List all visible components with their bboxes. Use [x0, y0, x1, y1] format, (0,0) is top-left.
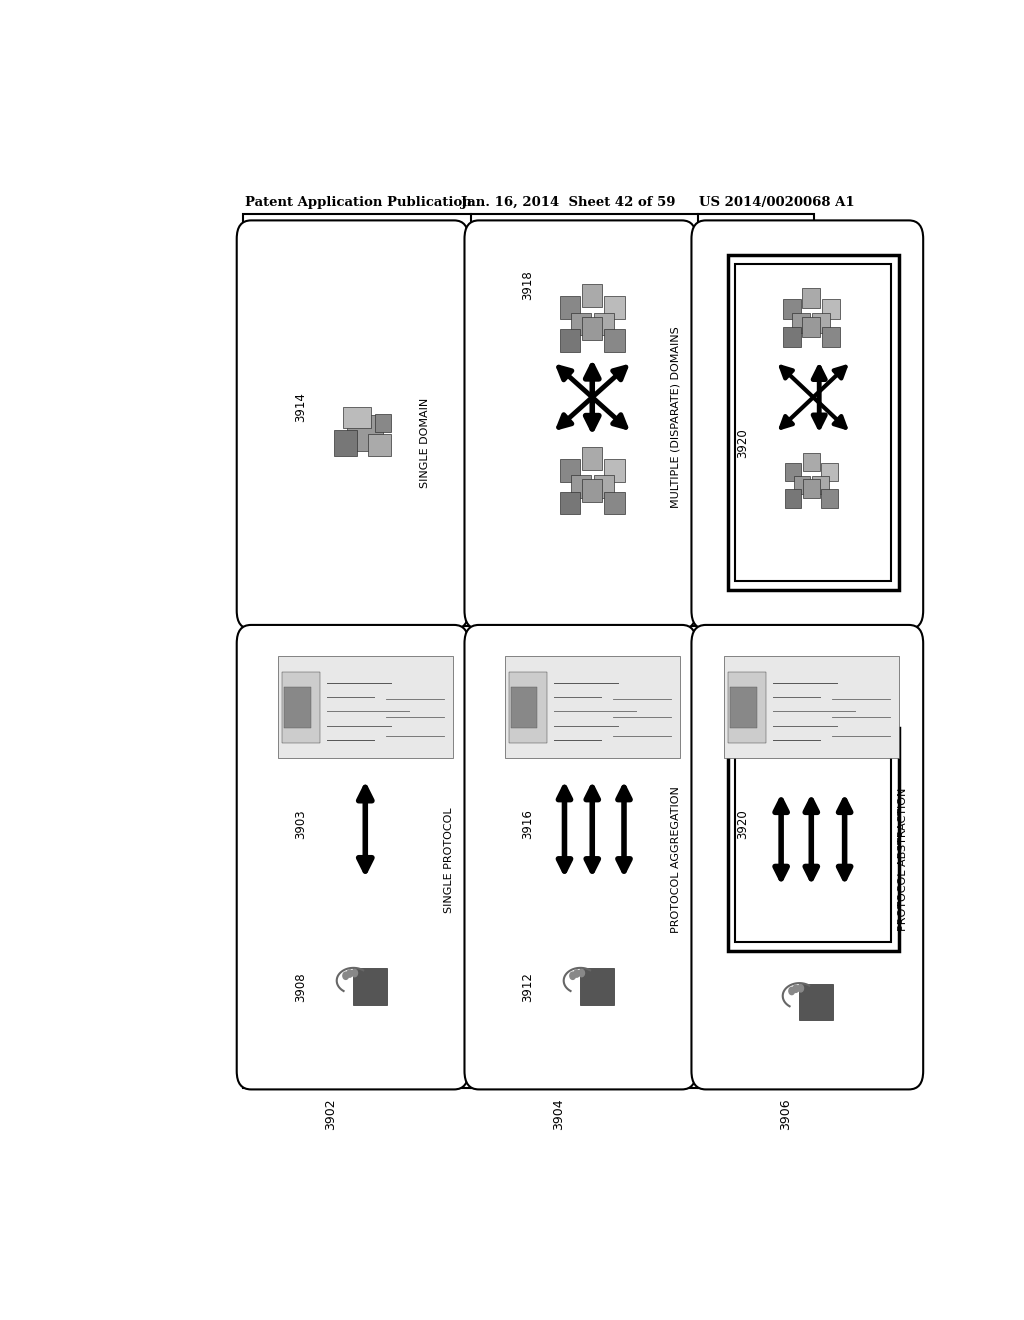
- Bar: [812, 477, 828, 495]
- Bar: [735, 737, 892, 942]
- Bar: [594, 475, 613, 498]
- Bar: [604, 297, 625, 319]
- Text: SINGLE DOMAIN: SINGLE DOMAIN: [420, 397, 430, 488]
- Circle shape: [569, 972, 575, 979]
- Bar: [803, 453, 819, 471]
- Bar: [604, 459, 625, 482]
- FancyBboxPatch shape: [465, 624, 696, 1089]
- Bar: [582, 479, 602, 502]
- Bar: [803, 317, 820, 337]
- Text: 3906: 3906: [778, 1098, 792, 1130]
- Bar: [793, 313, 810, 333]
- Bar: [570, 475, 591, 498]
- Bar: [785, 490, 802, 508]
- Text: 3910: 3910: [425, 697, 438, 727]
- Bar: [724, 656, 899, 758]
- Bar: [582, 317, 602, 339]
- Bar: [812, 313, 830, 333]
- Bar: [505, 656, 680, 758]
- Bar: [560, 459, 581, 482]
- Bar: [785, 463, 802, 482]
- Bar: [821, 490, 838, 508]
- Text: US 2014/0020068 A1: US 2014/0020068 A1: [699, 195, 855, 209]
- Bar: [570, 313, 591, 335]
- Bar: [735, 264, 892, 581]
- Bar: [560, 491, 581, 515]
- Text: 3918: 3918: [521, 271, 534, 301]
- Bar: [509, 672, 548, 743]
- Bar: [369, 434, 391, 457]
- Circle shape: [579, 969, 585, 977]
- Text: FIG. 39: FIG. 39: [839, 719, 906, 737]
- Bar: [604, 491, 625, 515]
- Bar: [794, 477, 810, 495]
- FancyBboxPatch shape: [237, 220, 468, 630]
- Bar: [728, 255, 899, 590]
- Text: 3903: 3903: [294, 809, 307, 840]
- Circle shape: [347, 970, 352, 977]
- Bar: [343, 408, 372, 428]
- Bar: [375, 413, 391, 432]
- Bar: [285, 686, 310, 727]
- Bar: [800, 983, 833, 1020]
- Text: 3912: 3912: [521, 972, 534, 1002]
- Bar: [582, 284, 602, 308]
- Bar: [822, 327, 840, 347]
- Bar: [511, 686, 538, 727]
- Text: MULTIPLE (DISPARATE) DOMAINS: MULTIPLE (DISPARATE) DOMAINS: [671, 327, 681, 508]
- Bar: [353, 969, 387, 1005]
- Circle shape: [788, 987, 795, 995]
- Bar: [282, 672, 321, 743]
- Text: 3914: 3914: [294, 392, 307, 422]
- Bar: [783, 298, 801, 319]
- Circle shape: [798, 985, 804, 991]
- Text: 3908: 3908: [294, 972, 307, 1002]
- FancyBboxPatch shape: [465, 220, 696, 630]
- Text: Patent Application Publication: Patent Application Publication: [246, 195, 472, 209]
- Bar: [278, 656, 453, 758]
- Bar: [783, 327, 801, 347]
- Bar: [821, 463, 838, 482]
- Bar: [728, 672, 766, 743]
- Circle shape: [573, 970, 580, 977]
- Bar: [730, 686, 757, 727]
- Text: 3916: 3916: [521, 809, 534, 840]
- Text: PROTOCOL ABSTRACTION: PROTOCOL ABSTRACTION: [898, 788, 907, 932]
- Text: 3902: 3902: [324, 1098, 337, 1130]
- Bar: [581, 969, 613, 1005]
- Circle shape: [352, 969, 357, 977]
- Bar: [803, 288, 820, 308]
- Bar: [560, 297, 581, 319]
- Text: 3920: 3920: [736, 428, 749, 458]
- FancyBboxPatch shape: [691, 624, 924, 1089]
- FancyBboxPatch shape: [691, 220, 924, 630]
- Bar: [334, 430, 357, 455]
- Bar: [822, 298, 840, 319]
- Bar: [604, 329, 625, 351]
- Bar: [347, 414, 383, 450]
- Circle shape: [343, 972, 348, 979]
- Text: PROTOCOL AGGREGATION: PROTOCOL AGGREGATION: [671, 787, 681, 933]
- Text: SINGLE PROTOCOL: SINGLE PROTOCOL: [443, 807, 454, 912]
- Bar: [243, 214, 814, 1089]
- Bar: [582, 447, 602, 470]
- Bar: [728, 727, 899, 952]
- FancyBboxPatch shape: [237, 624, 468, 1089]
- Bar: [594, 313, 613, 335]
- Bar: [560, 329, 581, 351]
- Text: 3904: 3904: [552, 1098, 564, 1130]
- Circle shape: [793, 985, 799, 993]
- Bar: [803, 479, 819, 498]
- Text: 3920: 3920: [736, 809, 749, 840]
- Text: Jan. 16, 2014  Sheet 42 of 59: Jan. 16, 2014 Sheet 42 of 59: [461, 195, 676, 209]
